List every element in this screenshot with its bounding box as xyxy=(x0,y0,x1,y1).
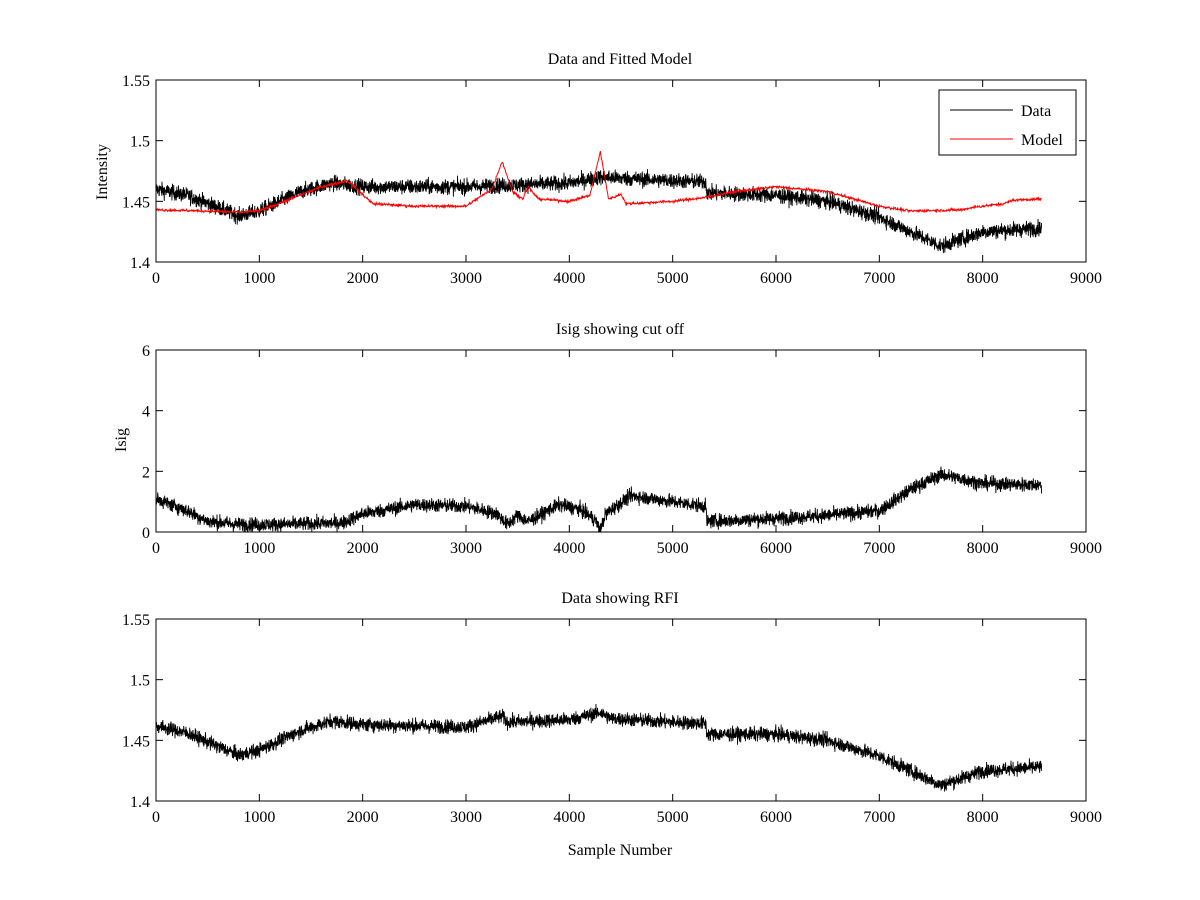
x-tick-label: 5000 xyxy=(657,270,689,287)
x-tick-label: 7000 xyxy=(863,540,895,557)
x-tick-label: 2000 xyxy=(347,270,379,287)
x-tick-label: 3000 xyxy=(450,540,482,557)
x-tick-label: 8000 xyxy=(967,809,999,826)
y-tick-label: 4 xyxy=(142,404,150,421)
y-tick-label: 2 xyxy=(142,464,150,481)
x-tick-label: 4000 xyxy=(553,540,585,557)
legend: Data Model xyxy=(939,90,1076,155)
x-tick-label: 7000 xyxy=(863,270,895,287)
subplot-1-ylabel: Intensity xyxy=(94,144,111,200)
x-tick-label: 1000 xyxy=(243,809,275,826)
x-tick-label: 9000 xyxy=(1070,540,1102,557)
figure: Data and Fitted Model Intensity 0 1000 200… xyxy=(0,0,1200,900)
x-tick-label: 6000 xyxy=(760,540,792,557)
subplot-3-title: Data showing RFI xyxy=(561,590,678,607)
y-tick-label: 0 xyxy=(142,525,150,542)
x-tick-label: 3000 xyxy=(450,809,482,826)
subplot-2-title: Isig showing cut off xyxy=(556,321,685,338)
legend-label-model: Model xyxy=(1021,132,1063,149)
x-tick-label: 2000 xyxy=(347,809,379,826)
x-tick-label: 9000 xyxy=(1070,270,1102,287)
x-tick-label: 8000 xyxy=(967,270,999,287)
y-tick-label: 1.45 xyxy=(122,733,150,750)
x-tick-label: 5000 xyxy=(657,809,689,826)
y-tick-label: 1.55 xyxy=(122,612,150,629)
subplot-2-ylabel: Isig xyxy=(113,428,130,452)
y-tick-label: 6 xyxy=(142,343,150,360)
subplot-3-xlabel: Sample Number xyxy=(568,842,673,859)
y-tick-label: 1.45 xyxy=(122,194,150,211)
legend-label-data: Data xyxy=(1021,103,1051,120)
y-tick-label: 1.4 xyxy=(130,255,150,272)
x-tick-label: 0 xyxy=(152,270,160,287)
x-tick-label: 6000 xyxy=(760,270,792,287)
x-tick-label: 6000 xyxy=(760,809,792,826)
x-tick-label: 7000 xyxy=(863,809,895,826)
x-tick-label: 2000 xyxy=(347,540,379,557)
subplot-1-title: Data and Fitted Model xyxy=(548,51,693,68)
x-tick-label: 9000 xyxy=(1070,809,1102,826)
x-tick-label: 0 xyxy=(152,540,160,557)
x-tick-label: 1000 xyxy=(243,540,275,557)
x-tick-label: 4000 xyxy=(553,270,585,287)
y-tick-label: 1.55 xyxy=(122,73,150,90)
y-tick-label: 1.5 xyxy=(130,134,150,151)
x-tick-label: 3000 xyxy=(450,270,482,287)
x-tick-label: 1000 xyxy=(243,270,275,287)
x-tick-label: 5000 xyxy=(657,540,689,557)
y-tick-label: 1.4 xyxy=(130,794,150,811)
x-tick-label: 0 xyxy=(152,809,160,826)
x-tick-label: 8000 xyxy=(967,540,999,557)
y-tick-label: 1.5 xyxy=(130,673,150,690)
x-tick-label: 4000 xyxy=(553,809,585,826)
